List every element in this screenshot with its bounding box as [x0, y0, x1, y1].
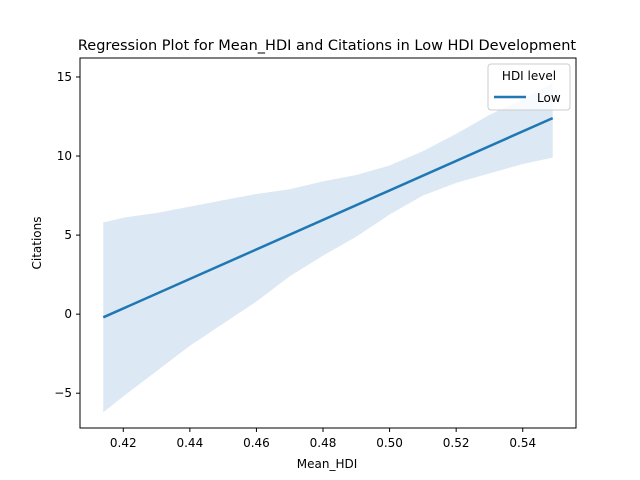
- legend-title: HDI level: [502, 69, 556, 83]
- chart-title: Regression Plot for Mean_HDI and Citatio…: [78, 38, 577, 54]
- confidence-band: [103, 83, 553, 413]
- x-tick-label: 0.50: [376, 436, 403, 450]
- x-tick-label: 0.44: [176, 436, 203, 450]
- x-tick-label: 0.54: [509, 436, 536, 450]
- y-tick-label: 5: [64, 228, 72, 242]
- y-axis-label: Citations: [30, 216, 44, 269]
- y-axis: −5 0 5 10 15: [54, 70, 80, 400]
- legend-box: [487, 63, 571, 111]
- y-tick-label: −5: [54, 386, 72, 400]
- x-axis-label: Mean_HDI: [297, 457, 358, 471]
- regression-line-low: [102, 116, 554, 319]
- x-axis: 0.42 0.44 0.46 0.48 0.50 0.52 0.54: [110, 428, 536, 450]
- x-tick-label: 0.42: [110, 436, 137, 450]
- x-tick-label: 0.48: [310, 436, 337, 450]
- legend-entry-low: Low: [537, 91, 561, 105]
- plot-frame: [79, 57, 577, 429]
- y-tick-label: 15: [57, 70, 72, 84]
- legend: HDI level Low: [487, 63, 571, 111]
- x-tick-label: 0.46: [243, 436, 270, 450]
- y-tick-label: 10: [57, 149, 72, 163]
- x-tick-label: 0.52: [443, 436, 470, 450]
- y-tick-label: 0: [64, 307, 72, 321]
- plot-area: [102, 83, 554, 413]
